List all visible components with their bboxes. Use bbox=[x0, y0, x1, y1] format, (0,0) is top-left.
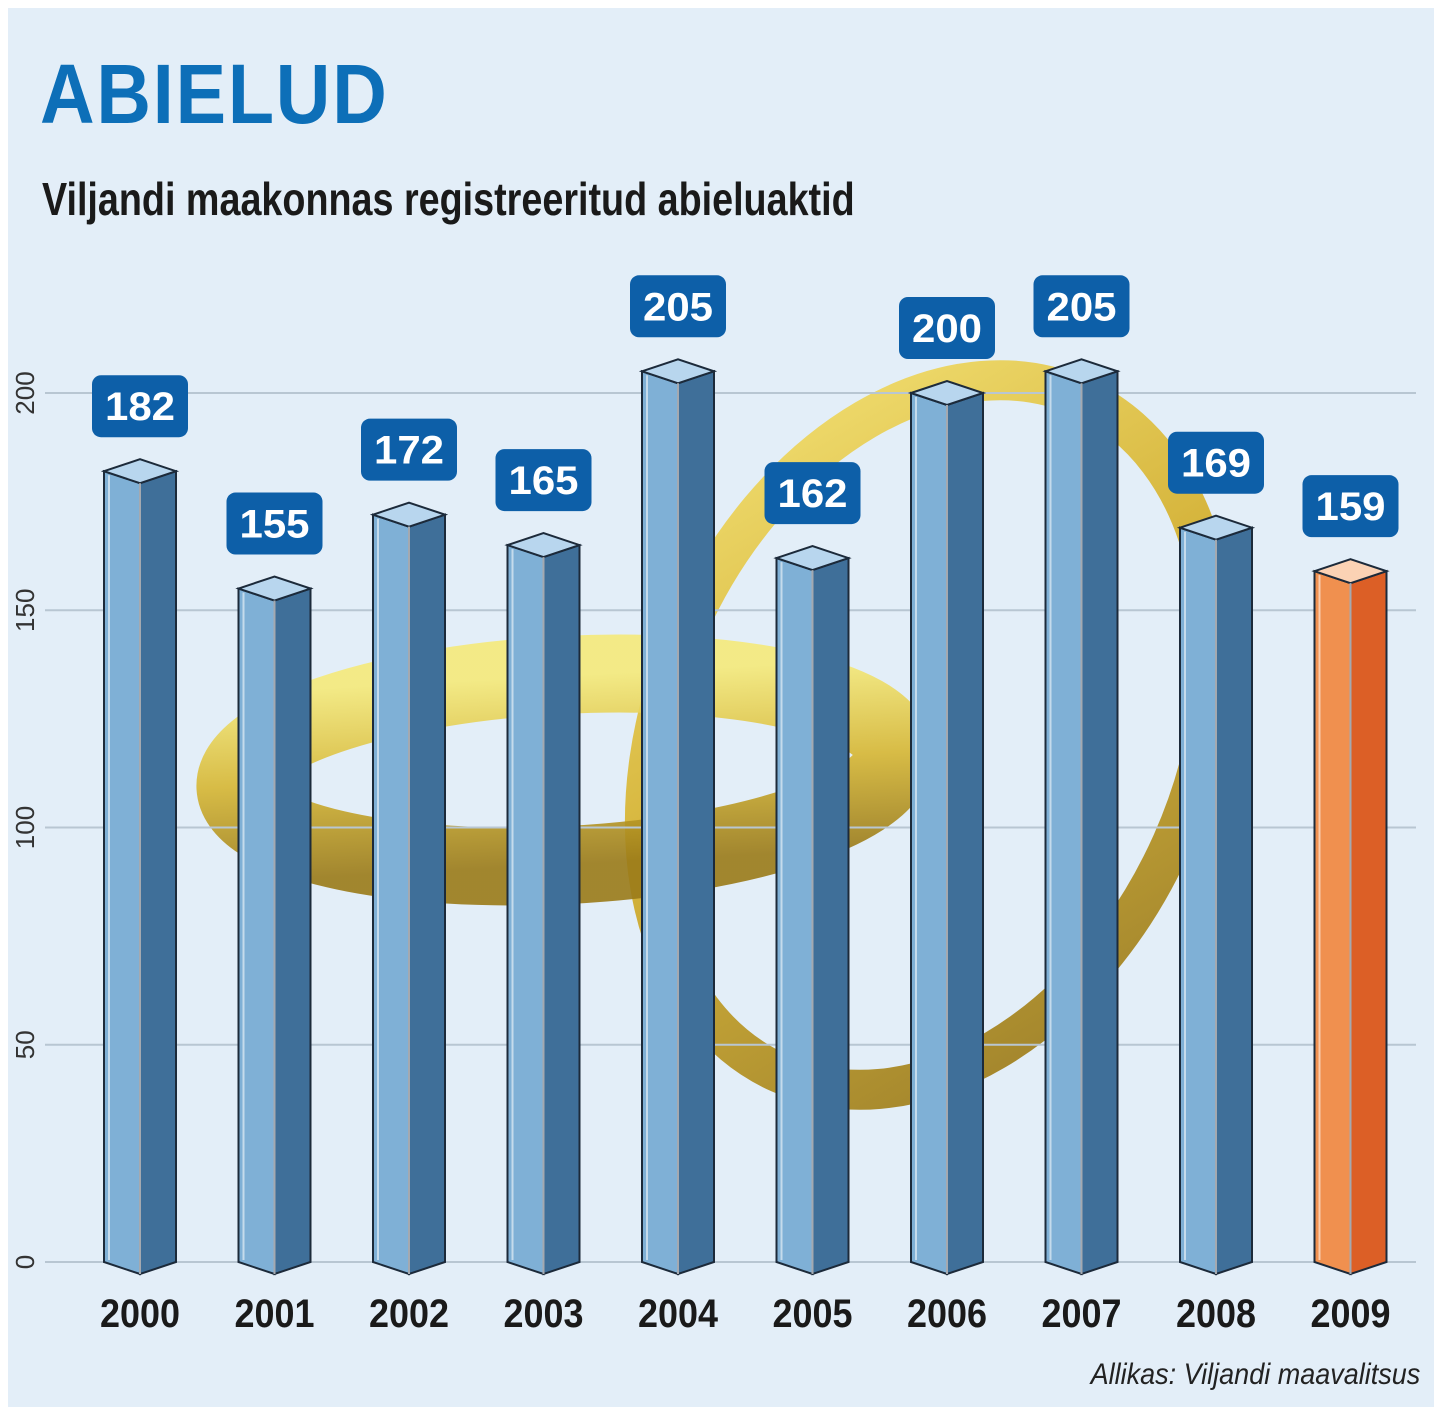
bar bbox=[100, 458, 180, 1276]
value-label: 169 bbox=[1168, 431, 1264, 494]
y-tick-label: 50 bbox=[10, 1030, 40, 1059]
bar-top bbox=[369, 501, 449, 528]
value-label-box bbox=[764, 462, 861, 525]
x-axis: 2000 2001 2002 2003 2004 2005 2006 2007 2008 2009 bbox=[100, 1292, 1391, 1336]
value-label-box bbox=[1033, 275, 1130, 338]
x-tick-label: 2006 bbox=[907, 1292, 987, 1336]
bar bbox=[907, 379, 987, 1276]
bar-top bbox=[235, 575, 314, 602]
value-label-text: 182 bbox=[105, 385, 175, 429]
value-label: 155 bbox=[226, 492, 323, 555]
value-label: 200 bbox=[899, 297, 995, 359]
value-label: 182 bbox=[92, 375, 188, 438]
value-label: 165 bbox=[495, 449, 592, 512]
bar-face-side bbox=[1080, 369, 1119, 1276]
value-label-box bbox=[361, 418, 457, 481]
value-label-text: 172 bbox=[374, 429, 444, 473]
value-label-box bbox=[495, 449, 592, 512]
bar-face-side bbox=[811, 556, 850, 1276]
bar bbox=[235, 575, 314, 1276]
value-label: 162 bbox=[764, 462, 861, 525]
y-tick-label: 100 bbox=[10, 806, 40, 849]
bar-face-side bbox=[1349, 569, 1388, 1276]
bar-top bbox=[773, 545, 852, 572]
y-tick-label: 150 bbox=[10, 589, 40, 632]
bar-face-side bbox=[946, 391, 984, 1276]
x-tick-label: 2000 bbox=[100, 1292, 180, 1336]
bar bbox=[1311, 558, 1390, 1276]
bar bbox=[773, 545, 852, 1276]
value-label-text: 205 bbox=[643, 285, 713, 329]
bar-face-side bbox=[1215, 526, 1253, 1276]
x-tick-label: 2005 bbox=[773, 1292, 853, 1336]
value-label: 172 bbox=[361, 418, 457, 481]
x-tick-label: 2007 bbox=[1042, 1292, 1122, 1336]
bar-top bbox=[907, 379, 987, 407]
y-tick-label: 200 bbox=[10, 371, 40, 414]
value-labels: 182 155 172 165 205 162 200 205 169 159 bbox=[92, 275, 1399, 555]
bar-face-side bbox=[408, 513, 446, 1276]
bar bbox=[504, 532, 583, 1276]
bar-face-side bbox=[542, 543, 581, 1276]
bar-face-side bbox=[139, 469, 177, 1276]
value-label-text: 155 bbox=[240, 503, 310, 547]
source-note: Allikas: Viljandi maavalitsus bbox=[1090, 1358, 1420, 1391]
bar-top bbox=[1042, 358, 1121, 385]
value-label-box bbox=[899, 297, 995, 359]
x-tick-label: 2001 bbox=[235, 1292, 315, 1336]
chart-subtitle: Viljandi maakonnas registreeritud abielu… bbox=[42, 173, 855, 225]
x-tick-label: 2008 bbox=[1176, 1292, 1256, 1336]
value-label-box bbox=[226, 492, 323, 555]
bar bbox=[369, 501, 449, 1276]
value-label-box bbox=[1168, 431, 1264, 494]
value-label: 159 bbox=[1302, 475, 1399, 538]
bar bbox=[1042, 358, 1121, 1276]
bar-top bbox=[638, 358, 718, 385]
value-label-text: 205 bbox=[1047, 285, 1117, 329]
value-label-text: 200 bbox=[912, 307, 982, 351]
bars bbox=[100, 358, 1390, 1276]
value-label: 205 bbox=[1033, 275, 1130, 338]
value-label: 205 bbox=[630, 275, 726, 338]
bar-top bbox=[100, 458, 180, 485]
x-tick-label: 2009 bbox=[1311, 1292, 1391, 1336]
value-label-box bbox=[92, 375, 188, 438]
bar-face-side bbox=[273, 587, 312, 1276]
x-tick-label: 2004 bbox=[638, 1292, 719, 1336]
value-label-text: 165 bbox=[509, 459, 579, 503]
bar-top bbox=[1176, 514, 1256, 541]
bar-face-side bbox=[677, 369, 715, 1276]
y-axis: 0 50 100 150 200 bbox=[10, 371, 40, 1269]
chart-title: ABIELUD bbox=[40, 47, 389, 141]
value-label-box bbox=[1302, 475, 1399, 538]
value-label-box bbox=[630, 275, 726, 338]
x-tick-label: 2002 bbox=[369, 1292, 449, 1336]
value-label-text: 162 bbox=[778, 472, 848, 516]
bar bbox=[638, 358, 718, 1276]
value-label-text: 159 bbox=[1316, 485, 1386, 529]
bar bbox=[1176, 514, 1256, 1276]
y-tick-label: 0 bbox=[10, 1255, 40, 1269]
bar-top bbox=[1311, 558, 1390, 585]
x-tick-label: 2003 bbox=[504, 1292, 584, 1336]
bar-top bbox=[504, 532, 583, 559]
value-label-text: 169 bbox=[1181, 442, 1251, 486]
